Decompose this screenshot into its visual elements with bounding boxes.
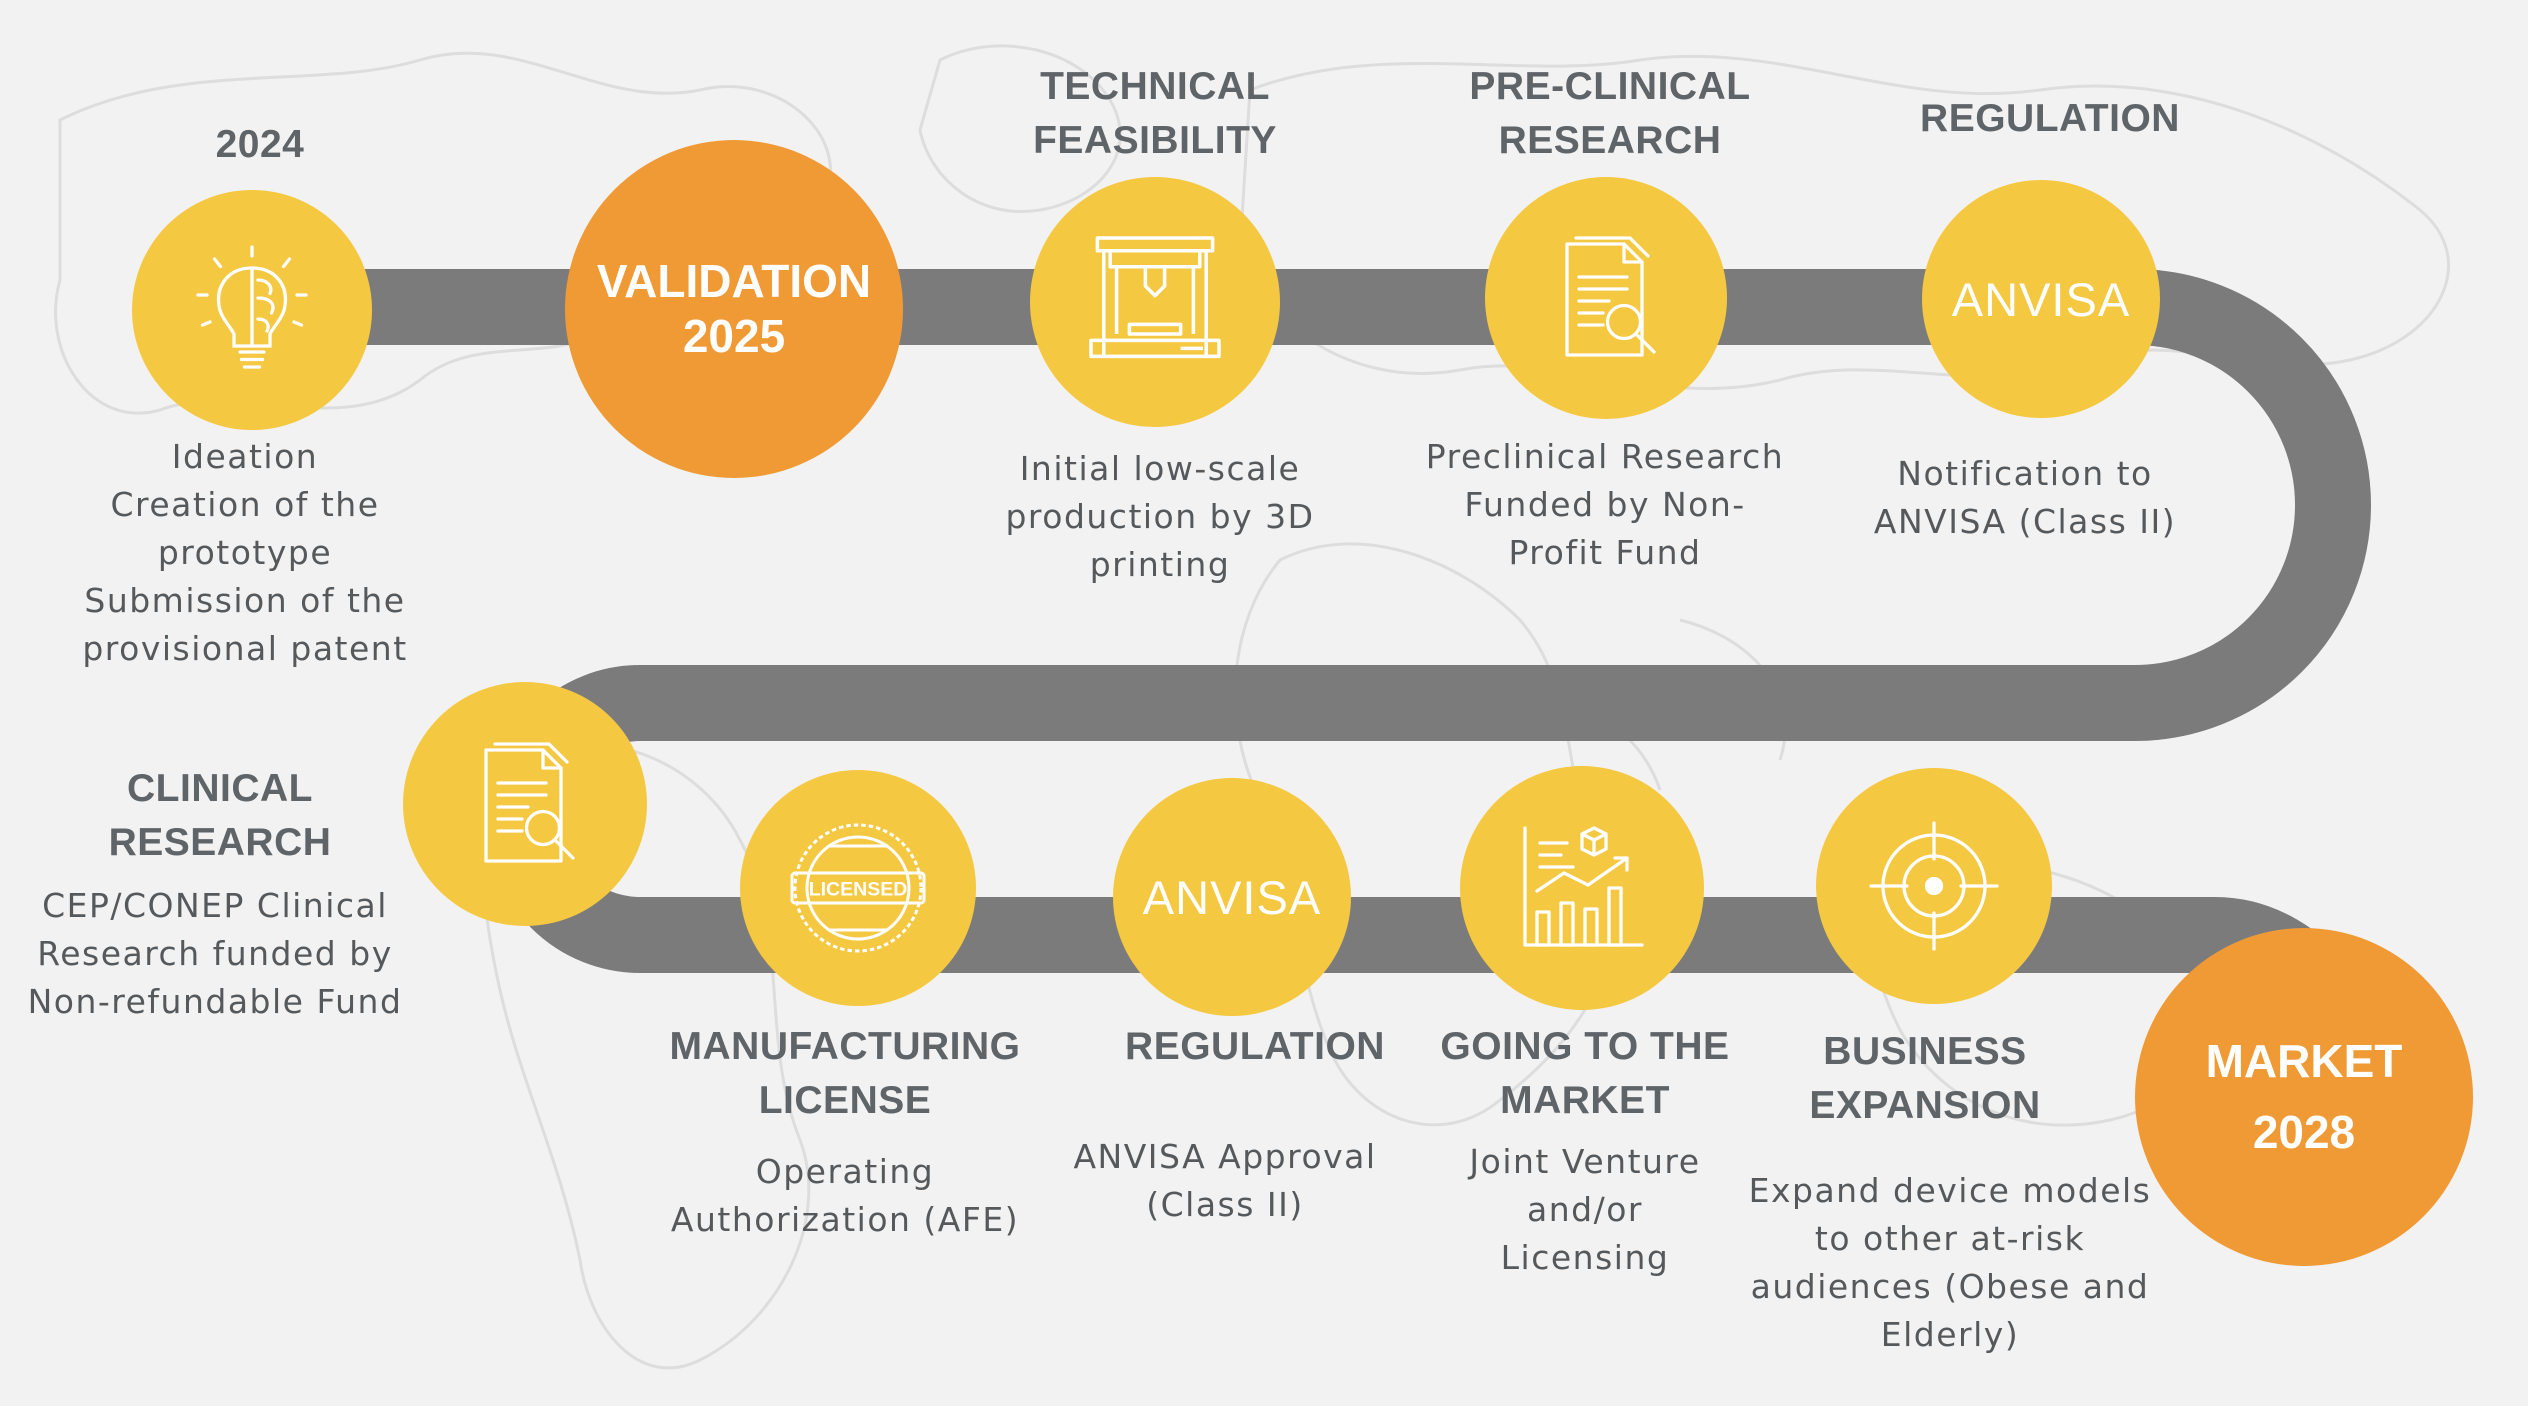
milestone-title-regulation-approval: REGULATION xyxy=(1125,1025,1385,1068)
validation-label: VALIDATION xyxy=(596,254,872,307)
svg-text:LICENSED: LICENSED xyxy=(809,879,908,901)
licensed-stamp-icon: LICENSED xyxy=(790,823,926,953)
milestone-desc-pre-clinical-research: Preclinical Research Funded by Non- Prof… xyxy=(1425,437,1785,572)
document-search-icon xyxy=(1565,236,1656,357)
target-crosshair-icon xyxy=(1869,821,1999,951)
milestone-circle-clinical-research xyxy=(403,682,647,926)
milestone-circle-regulation-notification: ANVISA xyxy=(1922,180,2160,418)
milestone-title-clinical-research: CLINICAL RESEARCH xyxy=(108,767,332,864)
milestone-circle-business-expansion xyxy=(1816,768,2052,1004)
anvisa-label: ANVISA xyxy=(1142,870,1322,924)
milestone-title-technical-feasibility: TECHNICAL FEASIBILITY xyxy=(1033,65,1277,162)
document-search-icon xyxy=(484,742,575,863)
milestone-desc-technical-feasibility: Initial low-scale production by 3D print… xyxy=(1005,449,1315,584)
milestone-circle-validation-2025: VALIDATION 2025 xyxy=(565,140,903,478)
milestone-circle-2024 xyxy=(132,190,372,430)
milestone-desc-clinical-research: CEP/CONEP Clinical Research funded by No… xyxy=(27,886,403,1021)
milestone-desc-regulation-notification: Notification to ANVISA (Class II) xyxy=(1873,454,2177,541)
milestone-title-manufacturing-license: MANUFACTURING LICENSE xyxy=(669,1025,1021,1122)
market-label: MARKET xyxy=(2205,1034,2403,1087)
milestone-circle-market-2028: MARKET 2028 xyxy=(2135,928,2473,1266)
milestone-desc-business-expansion: Expand device models to other at-risk au… xyxy=(1748,1171,2152,1354)
milestone-desc-regulation-approval: ANVISA Approval (Class II) xyxy=(1073,1137,1377,1224)
milestone-title-pre-clinical-research: PRE-CLINICAL RESEARCH xyxy=(1469,65,1751,162)
milestone-desc-manufacturing-license: Operating Authorization (AFE) xyxy=(670,1152,1020,1239)
3d-printer-icon xyxy=(1089,236,1221,359)
anvisa-label: ANVISA xyxy=(1951,272,2131,326)
milestone-desc-2024: Ideation Creation of the prototype Submi… xyxy=(82,437,408,668)
milestone-circle-technical-feasibility xyxy=(1030,177,1280,427)
milestone-circle-regulation-approval: ANVISA xyxy=(1113,778,1351,1016)
lightbulb-brain-icon xyxy=(196,245,308,369)
milestone-title-going-to-market: GOING TO THE MARKET xyxy=(1440,1025,1730,1122)
bar-chart-growth-icon xyxy=(1523,826,1644,947)
market-year: 2028 xyxy=(2252,1106,2356,1158)
milestone-title-2024: 2024 xyxy=(215,123,305,166)
milestone-circle-manufacturing-license: LICENSED xyxy=(740,770,976,1006)
validation-year: 2025 xyxy=(682,310,786,362)
milestone-desc-going-to-market: Joint Venture and/or Licensing xyxy=(1469,1142,1701,1277)
milestone-circle-pre-clinical-research xyxy=(1485,177,1727,419)
milestone-title-regulation-notification: REGULATION xyxy=(1920,97,2180,140)
milestone-title-business-expansion: BUSINESS EXPANSION xyxy=(1809,1030,2041,1127)
milestone-circle-going-to-market xyxy=(1460,766,1704,1010)
